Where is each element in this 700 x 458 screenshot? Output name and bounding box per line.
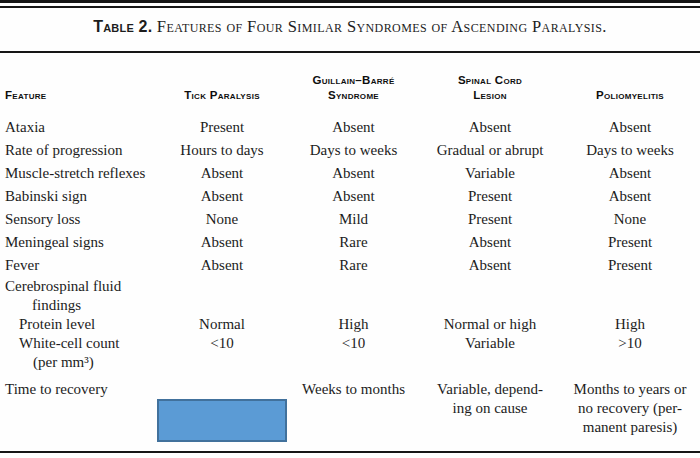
cell: Present [560, 231, 700, 254]
cell [157, 380, 287, 458]
column-header-spinal-cord-lesion: Spinal Cord Lesion [420, 73, 560, 103]
cell: Rare [287, 254, 420, 277]
table-title: Table 2. Features of Four Similar Syndro… [0, 8, 700, 37]
cell: Absent [157, 231, 287, 254]
cell: High [560, 315, 700, 334]
column-header-poliomyelitis: Poliomyelitis [560, 88, 700, 103]
cell: Absent [157, 162, 287, 185]
cell [157, 277, 287, 315]
cell: Absent [287, 185, 420, 208]
cell: Present [157, 116, 287, 139]
title-rule [0, 51, 700, 53]
cell: Absent [560, 116, 700, 139]
row-label: Meningeal signs [0, 231, 157, 254]
cell: Weeks to months [287, 380, 420, 458]
cell: Rare [287, 231, 420, 254]
cell: Present [420, 208, 560, 231]
cell: Days to weeks [560, 139, 700, 162]
cell: Absent [287, 116, 420, 139]
row-label: Sensory loss [0, 208, 157, 231]
row-label: Ataxia [0, 116, 157, 139]
table-row-rate-of-progression: Rate of progression Hours to days Days t… [0, 139, 700, 162]
row-label: Babinski sign [0, 185, 157, 208]
table-row-meningeal-signs: Meningeal signs Absent Rare Absent Prese… [0, 231, 700, 254]
table-title-text: Features of Four Similar Syndromes of As… [152, 17, 606, 36]
table-row-fever: Fever Absent Rare Absent Present [0, 254, 700, 277]
table-row-white-cell-count: White-cell count (per mm³) <10 <10 Varia… [0, 334, 700, 372]
table-row-cerebrospinal-fluid-findings: Cerebrospinal fluid findings [0, 277, 700, 315]
top-rule-thick [0, 0, 700, 3]
cell: Present [420, 185, 560, 208]
cell: Gradual or abrupt [420, 139, 560, 162]
row-label: Protein level [0, 315, 157, 334]
cell: Hours to days [157, 139, 287, 162]
table-header-row: Feature Tick Paralysis Guillain–Barré Sy… [0, 73, 700, 103]
row-label: Rate of progression [0, 139, 157, 162]
table-row-time-to-recovery: Time to recovery Weeks to months Variabl… [0, 380, 700, 458]
cell: Variable [420, 334, 560, 372]
table-title-prefix: Table 2. [93, 18, 152, 35]
cell: Absent [157, 254, 287, 277]
cell: None [560, 208, 700, 231]
cell: Absent [157, 185, 287, 208]
table-row-ataxia: Ataxia Present Absent Absent Absent [0, 116, 700, 139]
row-label: Fever [0, 254, 157, 277]
cell: Mild [287, 208, 420, 231]
row-label: White-cell count (per mm³) [0, 334, 157, 372]
column-header-feature: Feature [0, 88, 157, 103]
redacted-answer-box [157, 399, 287, 442]
cell: <10 [287, 334, 420, 372]
cell: Variable [420, 162, 560, 185]
table-row-sensory-loss: Sensory loss None Mild Present None [0, 208, 700, 231]
column-header-guillain-barre-syndrome: Guillain–Barré Syndrome [287, 73, 420, 103]
cell [420, 277, 560, 315]
cell: >10 [560, 334, 700, 372]
cell [560, 277, 700, 315]
cell: Absent [420, 116, 560, 139]
row-label: Time to recovery [0, 380, 157, 458]
table-row-protein-level: Protein level Normal High Normal or high… [0, 315, 700, 334]
cell: Absent [420, 231, 560, 254]
bottom-rule [0, 451, 700, 453]
cell: Normal or high [420, 315, 560, 334]
row-label: Cerebrospinal fluid findings [0, 277, 157, 315]
cell: Absent [287, 162, 420, 185]
table-figure: Table 2. Features of Four Similar Syndro… [0, 0, 700, 458]
cell: None [157, 208, 287, 231]
cell: <10 [157, 334, 287, 372]
cell: Months to years or no recovery (per- man… [560, 380, 700, 458]
row-label: Muscle-stretch reflexes [0, 162, 157, 185]
cell: High [287, 315, 420, 334]
table-row-muscle-stretch-reflexes: Muscle-stretch reflexes Absent Absent Va… [0, 162, 700, 185]
cell: Absent [560, 162, 700, 185]
cell: Days to weeks [287, 139, 420, 162]
cell: Absent [560, 185, 700, 208]
table-row-babinski-sign: Babinski sign Absent Absent Present Abse… [0, 185, 700, 208]
cell: Variable, depend- ing on cause [420, 380, 560, 458]
cell: Normal [157, 315, 287, 334]
cell [287, 277, 420, 315]
cell: Present [560, 254, 700, 277]
column-header-tick-paralysis: Tick Paralysis [157, 88, 287, 103]
cell: Absent [420, 254, 560, 277]
